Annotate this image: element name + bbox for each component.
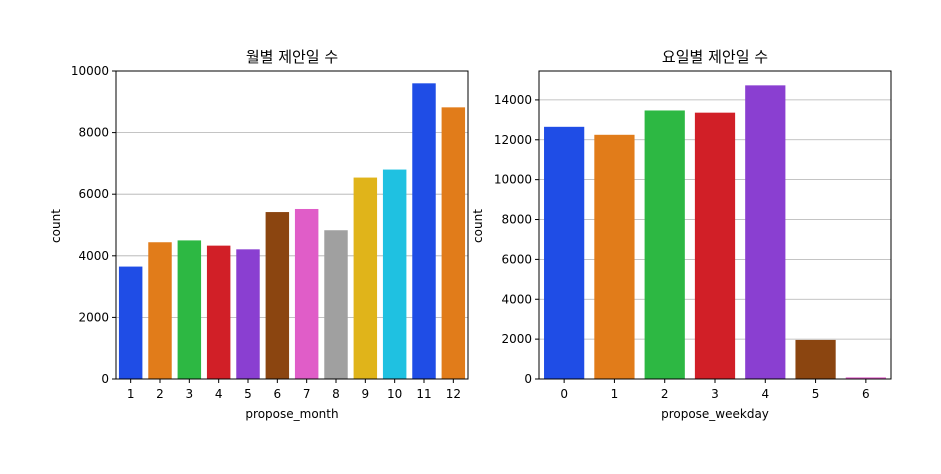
x-tick-label: 2 [156, 387, 164, 401]
chart-title: 요일별 제안일 수 [662, 48, 768, 66]
y-tick-label: 10000 [494, 173, 532, 187]
bar-3 [177, 240, 202, 379]
y-tick-label: 2000 [78, 310, 109, 324]
bar-3 [694, 112, 736, 379]
y-tick-label: 8000 [501, 213, 532, 227]
bar-1 [118, 266, 143, 379]
y-tick-label: 2000 [501, 332, 532, 346]
plot-frame [115, 70, 469, 380]
y-axis-title: count [49, 209, 63, 243]
bar-2 [148, 242, 172, 379]
y-tick-label: 6000 [78, 187, 109, 201]
x-axis-title: propose_month [245, 407, 338, 421]
x-tick-label: 3 [711, 387, 719, 401]
x-tick-label: 6 [862, 387, 870, 401]
bar-12 [441, 107, 466, 380]
bar-7 [294, 208, 319, 379]
x-tick-label: 11 [416, 387, 431, 401]
y-tick-label: 4000 [501, 292, 532, 306]
bar-6 [265, 212, 290, 379]
x-tick-label: 1 [127, 387, 135, 401]
bar-1 [594, 134, 635, 379]
chart-title: 월별 제안일 수 [246, 48, 338, 66]
bar-10 [382, 169, 407, 379]
y-tick-label: 0 [524, 372, 532, 386]
y-tick-label: 6000 [501, 252, 532, 266]
x-tick-label: 12 [446, 387, 461, 401]
x-tick-label: 9 [362, 387, 370, 401]
bar-4 [206, 245, 231, 379]
x-axis-title: propose_weekday [661, 407, 769, 421]
x-tick-label: 4 [761, 387, 769, 401]
y-tick-label: 0 [101, 372, 109, 386]
x-tick-label: 5 [812, 387, 820, 401]
y-tick-label: 14000 [494, 93, 532, 107]
bar-9 [353, 177, 378, 379]
bar-0 [544, 126, 585, 379]
x-tick-label: 6 [274, 387, 282, 401]
x-tick-label: 8 [332, 387, 340, 401]
x-tick-label: 3 [186, 387, 194, 401]
bar-8 [324, 230, 348, 379]
x-tick-label: 5 [244, 387, 252, 401]
bar-2 [644, 110, 685, 379]
bar-5 [795, 339, 836, 379]
x-tick-label: 10 [387, 387, 402, 401]
x-tick-label: 2 [661, 387, 669, 401]
plot-frame [538, 70, 892, 380]
month-chart: 월별 제안일 수 propose_month count 0 2000 4000 60… [49, 48, 469, 421]
x-tick-label: 4 [215, 387, 223, 401]
weekday-chart: 요일별 제안일 수 propose_weekday count 0 2000 400… [471, 48, 892, 421]
bar-5 [236, 249, 260, 379]
x-tick-label: 0 [560, 387, 568, 401]
y-tick-label: 10000 [71, 64, 109, 78]
y-tick-label: 4000 [78, 249, 109, 263]
bar-6 [845, 377, 886, 379]
x-tick-label: 7 [303, 387, 311, 401]
bar-11 [412, 83, 436, 379]
y-tick-label: 12000 [494, 133, 532, 147]
x-tick-label: 1 [611, 387, 619, 401]
y-tick-label: 8000 [78, 126, 109, 140]
y-axis-title: count [471, 209, 485, 243]
bar-4 [745, 85, 786, 380]
